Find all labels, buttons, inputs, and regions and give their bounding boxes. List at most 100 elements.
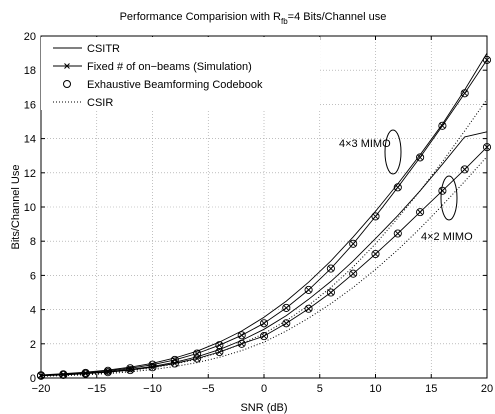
series-point-circle <box>438 121 447 130</box>
x-tick-label: 20 <box>481 383 493 395</box>
series-point-circle <box>170 359 179 368</box>
series-point-circle <box>103 368 112 377</box>
series-point-x <box>171 360 178 367</box>
annotation-4x2-label: 4×2 MIMO <box>421 231 473 243</box>
x-tick-label: −15 <box>87 383 106 395</box>
chart-title: Performance Comparision with Rfb=4 Bits/… <box>120 11 387 26</box>
series-point-x <box>350 270 357 277</box>
series-point-circle <box>416 208 425 217</box>
legend-label-fixed: Fixed # of on−beams (Simulation) <box>87 61 252 73</box>
legend-label-csir: CSIR <box>87 97 113 109</box>
series-point-circle <box>282 303 291 312</box>
x-tick-label: −10 <box>143 383 162 395</box>
annotation-4x3: 4×3 MIMO <box>339 129 402 175</box>
series-line-0 <box>40 52 488 376</box>
x-tick-label: −20 <box>32 383 51 395</box>
series-point-circle <box>237 339 246 348</box>
legend-marker-x <box>64 63 70 69</box>
series-point-x <box>105 369 111 376</box>
series-point-circle <box>148 363 157 372</box>
series-point-circle <box>371 249 380 259</box>
series-point-circle <box>282 319 291 328</box>
y-tick-label: 18 <box>24 65 36 77</box>
annotation-4x2-ellipse <box>440 175 458 221</box>
series-point-circle <box>215 347 224 357</box>
series-point-circle <box>416 153 425 162</box>
series-point-circle <box>81 369 90 378</box>
series-point-circle <box>371 212 380 221</box>
series-point-x <box>261 320 267 327</box>
y-tick-label: 2 <box>30 339 36 351</box>
series-point-circle <box>349 269 358 278</box>
series-point-x <box>60 372 67 378</box>
series-point-circle <box>237 331 246 340</box>
series-point-circle <box>460 165 469 174</box>
series-point-circle <box>126 364 135 373</box>
series-point-circle <box>393 229 402 238</box>
legend-label-csitr: CSITR <box>87 43 120 55</box>
series-point-circle <box>304 285 313 294</box>
series-point-circle <box>393 183 402 192</box>
series-point-x <box>372 251 379 257</box>
series-point-circle <box>326 288 335 297</box>
y-tick-label: 12 <box>24 168 36 180</box>
legend-label-exhaustive: Exhaustive Beamforming Codebook <box>87 79 263 91</box>
series-point-x <box>305 287 312 293</box>
legend-marker-circle <box>63 80 71 88</box>
y-tick-label: 0 <box>30 373 36 385</box>
series-point-x <box>238 332 245 339</box>
annotation-4x3-ellipse <box>384 129 402 175</box>
series-point-x <box>372 213 379 220</box>
series-point-circle <box>59 370 68 379</box>
series-point-circle <box>326 264 335 273</box>
series-point-x <box>283 320 290 327</box>
series-point-x <box>82 370 89 377</box>
series-point-x <box>417 209 423 215</box>
x-axis-label: SNR (dB) <box>240 402 287 414</box>
series-point-circle <box>304 304 313 313</box>
annotation-4x2: 4×2 MIMO <box>421 175 473 243</box>
series-point-x <box>261 333 267 339</box>
series-layer <box>36 52 492 380</box>
series-point-x <box>328 289 334 296</box>
series-point-x <box>350 240 357 247</box>
legend-background <box>41 37 320 110</box>
axis-ticks: −20 −15 −10 −5 0 5 10 15 20 0 2 4 6 8 10 12 14 16 18 20 <box>24 31 493 395</box>
series-point-circle <box>126 366 135 375</box>
y-tick-label: 20 <box>24 31 36 43</box>
y-tick-label: 14 <box>24 134 36 146</box>
y-tick-label: 6 <box>30 270 36 282</box>
series-point-x <box>216 342 223 348</box>
series-point-x <box>439 187 446 194</box>
y-tick-label: 16 <box>24 99 36 111</box>
series-point-x <box>439 122 446 129</box>
x-tick-label: 15 <box>425 383 437 395</box>
series-point-x <box>305 305 312 312</box>
series-line-4 <box>40 131 488 376</box>
series-point-x <box>417 154 423 161</box>
series-point-x <box>461 166 468 173</box>
series-point-x <box>283 305 290 311</box>
series-point-x <box>216 349 223 355</box>
x-tick-label: 5 <box>317 383 323 395</box>
y-axis-label: Bits/Channel Use <box>10 165 22 250</box>
series-point-circle <box>259 319 269 328</box>
x-tick-label: −5 <box>202 383 215 395</box>
legend: CSITR Fixed # of on−beams (Simulation) E… <box>41 37 320 110</box>
series-point-x <box>394 184 401 191</box>
x-tick-label: 10 <box>369 383 381 395</box>
series-point-x <box>194 355 200 362</box>
series-point-x <box>328 265 334 272</box>
series-point-circle <box>193 354 202 363</box>
series-point-x <box>461 90 468 97</box>
y-tick-label: 8 <box>30 236 36 248</box>
series-point-circle <box>259 332 269 341</box>
series-point-circle <box>460 89 469 98</box>
series-point-x <box>149 364 156 371</box>
y-tick-label: 4 <box>30 305 36 317</box>
x-tick-label: 0 <box>261 383 267 395</box>
y-tick-label: 10 <box>24 202 36 214</box>
series-point-x <box>238 340 245 347</box>
series-point-circle <box>148 360 157 369</box>
